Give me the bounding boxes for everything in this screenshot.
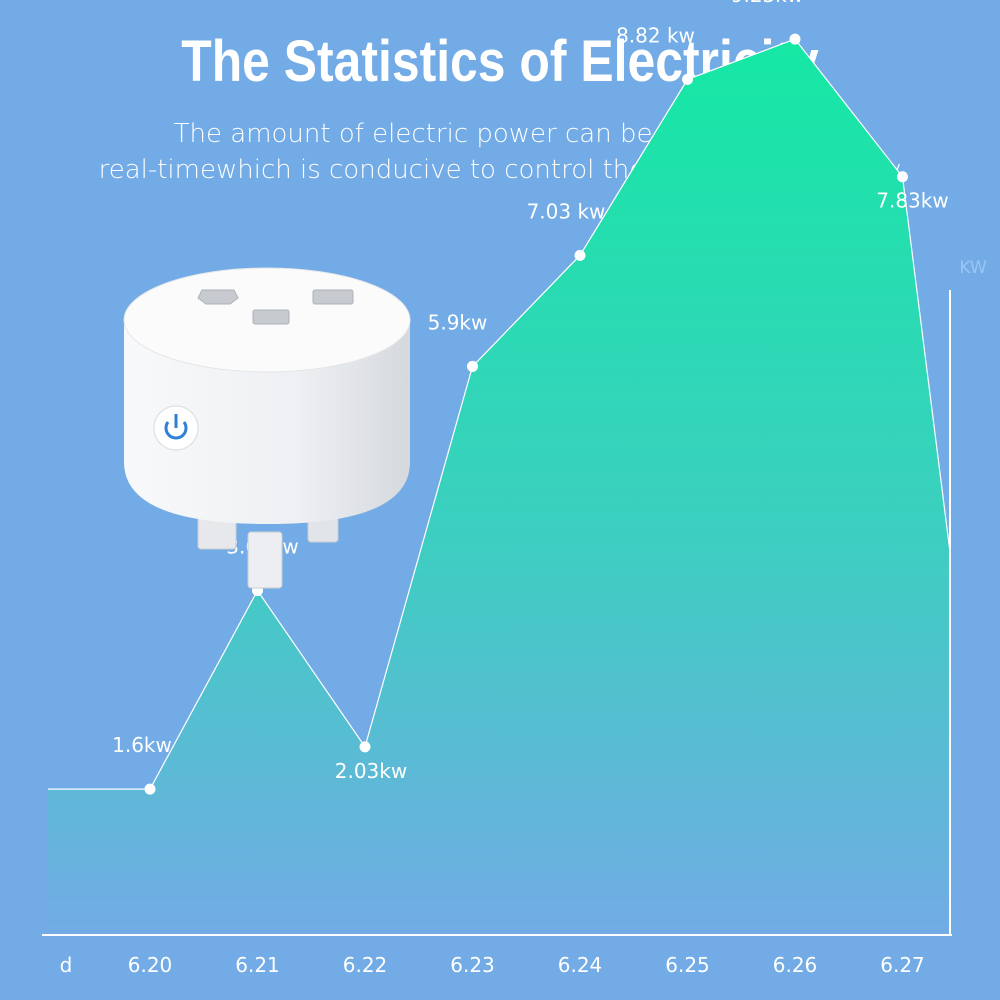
x-tick-label: 6.20	[128, 953, 173, 977]
data-point	[467, 360, 478, 372]
data-label: 7.83kw	[876, 189, 948, 213]
data-label: 1.6kw	[112, 733, 172, 757]
data-point	[359, 741, 371, 753]
series-area	[48, 39, 950, 935]
data-label: 5.9kw	[428, 310, 488, 334]
x-tick-label: 6.25	[665, 953, 710, 977]
y-axis-unit: KW	[959, 258, 987, 278]
data-label: 7.03 kw	[527, 199, 606, 223]
data-point	[574, 249, 586, 261]
x-tick-label: 6.23	[450, 953, 495, 977]
data-label: 2.03kw	[335, 759, 407, 783]
data-point	[897, 171, 908, 183]
data-label: 9.23kw	[731, 0, 803, 7]
data-point	[789, 33, 801, 45]
data-point	[144, 783, 156, 795]
x-tick-label: 6.26	[773, 953, 818, 977]
series-line	[48, 38, 951, 790]
data-point	[682, 73, 693, 85]
x-tick-label: 6.24	[558, 953, 603, 977]
smart-plug-image	[123, 267, 411, 589]
x-tick-label: 6.21	[235, 953, 280, 977]
data-label: 8.82 kw	[616, 23, 695, 47]
x-axis-unit: d	[60, 953, 73, 977]
x-tick-label: 6.27	[880, 953, 925, 977]
power-button-icon	[153, 405, 199, 451]
x-tick-label: 6.22	[343, 953, 388, 977]
